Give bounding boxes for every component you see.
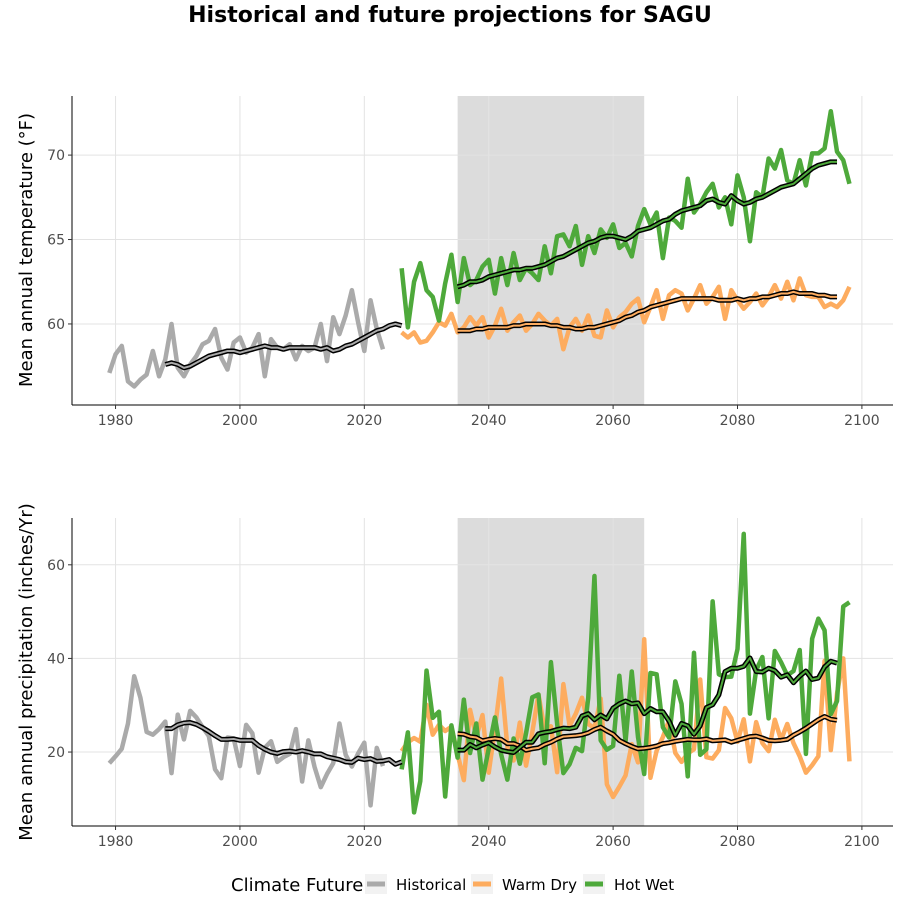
y-tick-label: 20	[47, 745, 65, 761]
x-tick-label: 2000	[222, 413, 258, 429]
x-tick-label: 2020	[347, 413, 383, 429]
legend-label: Warm Dry	[502, 876, 577, 894]
legend-item-historical: Historical	[365, 874, 466, 894]
reference-period-band	[457, 96, 645, 405]
x-tick-label: 2060	[595, 834, 631, 850]
smooth-line-historical	[165, 322, 402, 369]
y-tick-label: 60	[47, 558, 65, 574]
legend-item-hot-wet: Hot Wet	[583, 874, 674, 894]
smooth-line-hot-wet	[457, 160, 838, 288]
smooth-line-hot-wet	[457, 656, 838, 754]
smooth-line-warm-dry	[457, 290, 838, 332]
legend-label: Hot Wet	[614, 876, 674, 894]
x-tick-label: 2020	[347, 834, 383, 850]
x-tick-label: 2100	[844, 834, 880, 850]
y-tick-label: 60	[47, 317, 65, 333]
axes	[71, 518, 893, 827]
x-tick-label: 2100	[844, 413, 880, 429]
x-tick-label: 1980	[98, 413, 134, 429]
x-tick-label: 1980	[98, 834, 134, 850]
x-tick-label: 2040	[471, 834, 507, 850]
gridlines	[72, 518, 893, 826]
x-tick-label: 2080	[720, 834, 756, 850]
y-axis-title-temperature: Mean annual temperature (°F)	[16, 113, 37, 387]
x-tick-label: 2080	[720, 413, 756, 429]
x-tick-label: 2060	[595, 413, 631, 429]
y-tick-label: 40	[47, 651, 65, 667]
chart-title: Historical and future projections for SA…	[188, 3, 712, 28]
legend-title: Climate Future	[231, 875, 363, 896]
axes	[71, 96, 893, 406]
tick-labels: 1980 2000 2020 2040 2060 2080 2100 60 65 70	[47, 148, 880, 429]
series-layer	[107, 531, 852, 815]
series-layer	[107, 108, 852, 389]
x-tick-label: 2040	[471, 413, 507, 429]
series-line-historical	[107, 673, 386, 808]
legend: Climate Future Historical Warm Dry Hot Wet	[231, 874, 674, 896]
series-line-warm-dry	[400, 276, 852, 352]
y-axis-title-precipitation: Mean annual precipitation (inches/Yr)	[16, 503, 37, 841]
legend-item-warm-dry: Warm Dry	[471, 874, 577, 894]
x-tick-label: 2000	[222, 834, 258, 850]
y-tick-label: 65	[47, 233, 65, 249]
smooth-line-historical	[165, 721, 402, 766]
legend-label: Historical	[396, 876, 466, 894]
reference-band-rect	[457, 96, 645, 405]
temperature-panel: 1980 2000 2020 2040 2060 2080 2100 60 65 70 Mean …	[16, 96, 893, 429]
y-tick-label: 70	[47, 148, 65, 164]
